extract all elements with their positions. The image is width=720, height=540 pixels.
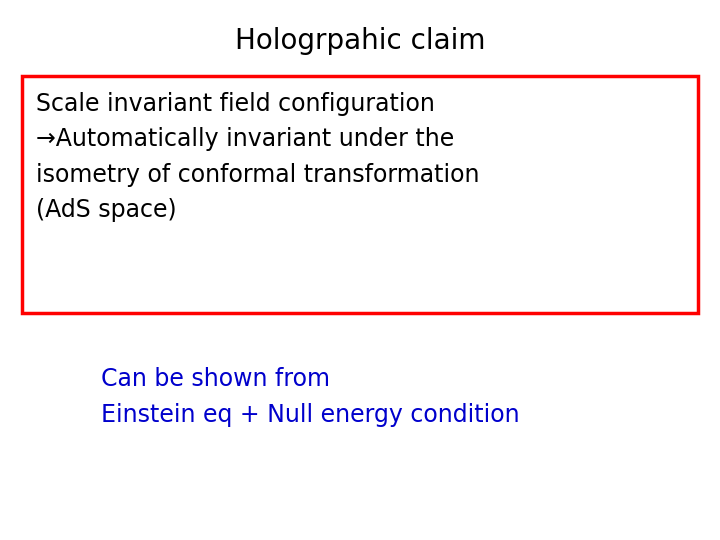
Text: Scale invariant field configuration
→Automatically invariant under the
isometry : Scale invariant field configuration →Aut… [36, 92, 480, 222]
FancyBboxPatch shape [22, 76, 698, 313]
Text: Hologrpahic claim: Hologrpahic claim [235, 27, 485, 55]
Text: Can be shown from
Einstein eq + Null energy condition: Can be shown from Einstein eq + Null ene… [101, 367, 519, 427]
